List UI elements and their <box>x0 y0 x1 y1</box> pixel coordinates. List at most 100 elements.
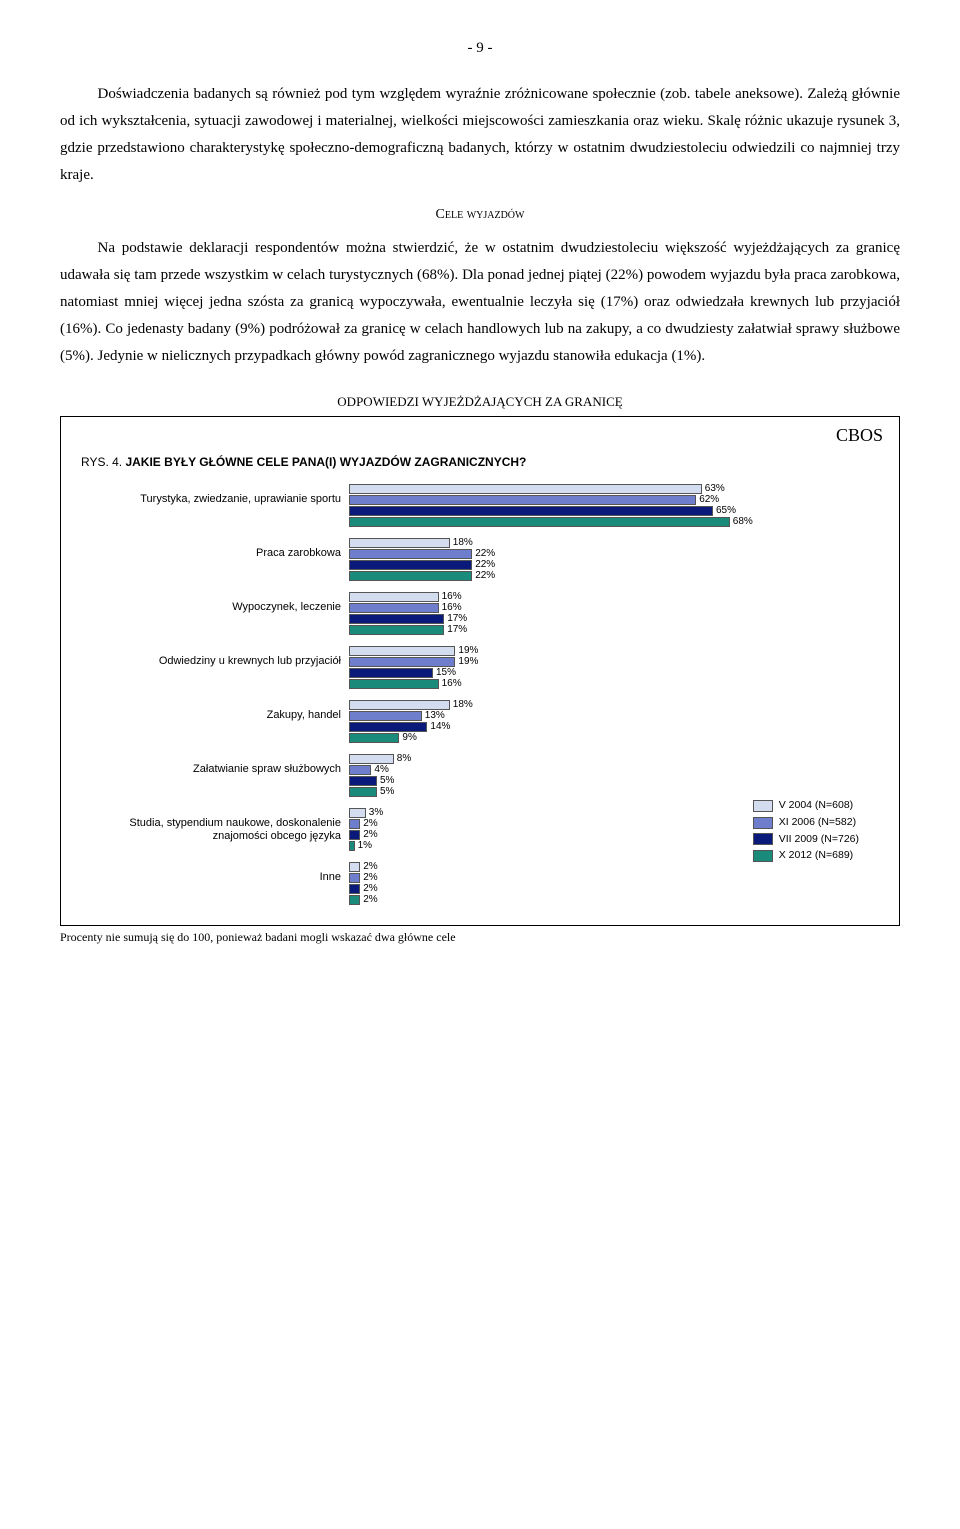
bar-wrap: 17% <box>349 624 879 635</box>
chart-row: Odwiedziny u krewnych lub przyjaciół19%1… <box>81 645 879 689</box>
bar <box>349 722 427 732</box>
bar <box>349 819 360 829</box>
bar-value: 4% <box>374 765 388 775</box>
bar-value: 5% <box>380 776 394 786</box>
bar-wrap: 16% <box>349 602 879 613</box>
chart-row-label: Wypoczynek, leczenie <box>81 591 349 614</box>
chart-row-bars: 16%16%17%17% <box>349 591 879 635</box>
bar-wrap: 5% <box>349 786 879 797</box>
bar-value: 18% <box>453 700 473 710</box>
bar <box>349 873 360 883</box>
bar-wrap: 16% <box>349 591 879 602</box>
bar <box>349 592 439 602</box>
bar-wrap: 4% <box>349 764 879 775</box>
page-number: - 9 - <box>60 40 900 57</box>
chart-row: Inne2%2%2%2% <box>81 861 879 905</box>
legend-row: VII 2009 (N=726) <box>753 832 859 848</box>
bar-wrap: 9% <box>349 732 879 743</box>
bar <box>349 495 696 505</box>
bar-wrap: 22% <box>349 548 879 559</box>
bar-value: 19% <box>458 657 478 667</box>
cbos-label: CBOS <box>836 425 883 446</box>
bar-value: 5% <box>380 787 394 797</box>
bar-wrap: 14% <box>349 721 879 732</box>
bar-wrap: 13% <box>349 710 879 721</box>
legend-label: VII 2009 (N=726) <box>779 832 859 848</box>
bar-value: 16% <box>442 592 462 602</box>
bar-value: 17% <box>447 614 467 624</box>
chart-container: CBOS RYS. 4. JAKIE BYŁY GŁÓWNE CELE PANA… <box>60 416 900 926</box>
footnote: Procenty nie sumują się do 100, ponieważ… <box>60 930 900 945</box>
chart-row: Praca zarobkowa18%22%22%22% <box>81 537 879 581</box>
bar-value: 15% <box>436 668 456 678</box>
bar <box>349 679 439 689</box>
bar-wrap: 2% <box>349 883 879 894</box>
bar-wrap: 63% <box>349 483 879 494</box>
bar <box>349 646 455 656</box>
bar <box>349 603 439 613</box>
bar <box>349 884 360 894</box>
chart-title: RYS. 4. JAKIE BYŁY GŁÓWNE CELE PANA(I) W… <box>81 455 879 469</box>
bar <box>349 506 713 516</box>
chart-row: Wypoczynek, leczenie16%16%17%17% <box>81 591 879 635</box>
legend-row: XI 2006 (N=582) <box>753 815 859 831</box>
bar <box>349 830 360 840</box>
bar-value: 2% <box>363 895 377 905</box>
bar <box>349 787 377 797</box>
bar <box>349 614 444 624</box>
bar <box>349 549 472 559</box>
chart-row-label: Odwiedziny u krewnych lub przyjaciół <box>81 645 349 668</box>
bar-value: 3% <box>369 808 383 818</box>
bar-value: 9% <box>402 733 416 743</box>
chart-row-bars: 18%22%22%22% <box>349 537 879 581</box>
table-caption: ODPOWIEDZI WYJEŻDŻAJĄCYCH ZA GRANICĘ <box>60 394 900 410</box>
bar <box>349 700 450 710</box>
bar-wrap: 2% <box>349 894 879 905</box>
chart-title-prefix: RYS. 4. <box>81 455 125 469</box>
paragraph-2: Na podstawie deklaracji respondentów moż… <box>60 235 900 370</box>
chart-row-label: Studia, stypendium naukowe, doskonalenie… <box>81 807 349 843</box>
bar-value: 1% <box>358 841 372 851</box>
bar-value: 68% <box>733 517 753 527</box>
legend-row: X 2012 (N=689) <box>753 848 859 864</box>
bar-wrap: 8% <box>349 753 879 764</box>
bar-value: 17% <box>447 625 467 635</box>
bar-value: 2% <box>363 873 377 883</box>
bar-value: 22% <box>475 549 495 559</box>
bar-wrap: 18% <box>349 699 879 710</box>
bar-wrap: 5% <box>349 775 879 786</box>
chart-row-label: Inne <box>81 861 349 884</box>
bar-wrap: 22% <box>349 570 879 581</box>
bar <box>349 765 371 775</box>
bar-value: 2% <box>363 819 377 829</box>
bar-value: 65% <box>716 506 736 516</box>
legend-label: V 2004 (N=608) <box>779 798 853 814</box>
section-heading: Cele wyjazdów <box>60 207 900 223</box>
bar-wrap: 65% <box>349 505 879 516</box>
legend-row: V 2004 (N=608) <box>753 798 859 814</box>
bar-wrap: 15% <box>349 667 879 678</box>
bar <box>349 560 472 570</box>
bar-value: 19% <box>458 646 478 656</box>
chart-row-label: Praca zarobkowa <box>81 537 349 560</box>
chart-row-bars: 8%4%5%5% <box>349 753 879 797</box>
legend-swatch <box>753 817 773 829</box>
chart-legend: V 2004 (N=608)XI 2006 (N=582)VII 2009 (N… <box>753 797 859 865</box>
chart-row-label: Turystyka, zwiedzanie, uprawianie sportu <box>81 483 349 506</box>
bar <box>349 862 360 872</box>
bar-value: 13% <box>425 711 445 721</box>
bar <box>349 484 702 494</box>
legend-swatch <box>753 850 773 862</box>
bar-value: 22% <box>475 560 495 570</box>
bar <box>349 733 399 743</box>
bar-value: 2% <box>363 862 377 872</box>
bar-wrap: 2% <box>349 872 879 883</box>
bar-wrap: 17% <box>349 613 879 624</box>
bar <box>349 538 450 548</box>
legend-label: X 2012 (N=689) <box>779 848 853 864</box>
chart-title-text: JAKIE BYŁY GŁÓWNE CELE PANA(I) WYJAZDÓW … <box>125 455 526 469</box>
paragraph-1: Doświadczenia badanych są również pod ty… <box>60 81 900 189</box>
bar-value: 62% <box>699 495 719 505</box>
bar <box>349 668 433 678</box>
bar <box>349 711 422 721</box>
